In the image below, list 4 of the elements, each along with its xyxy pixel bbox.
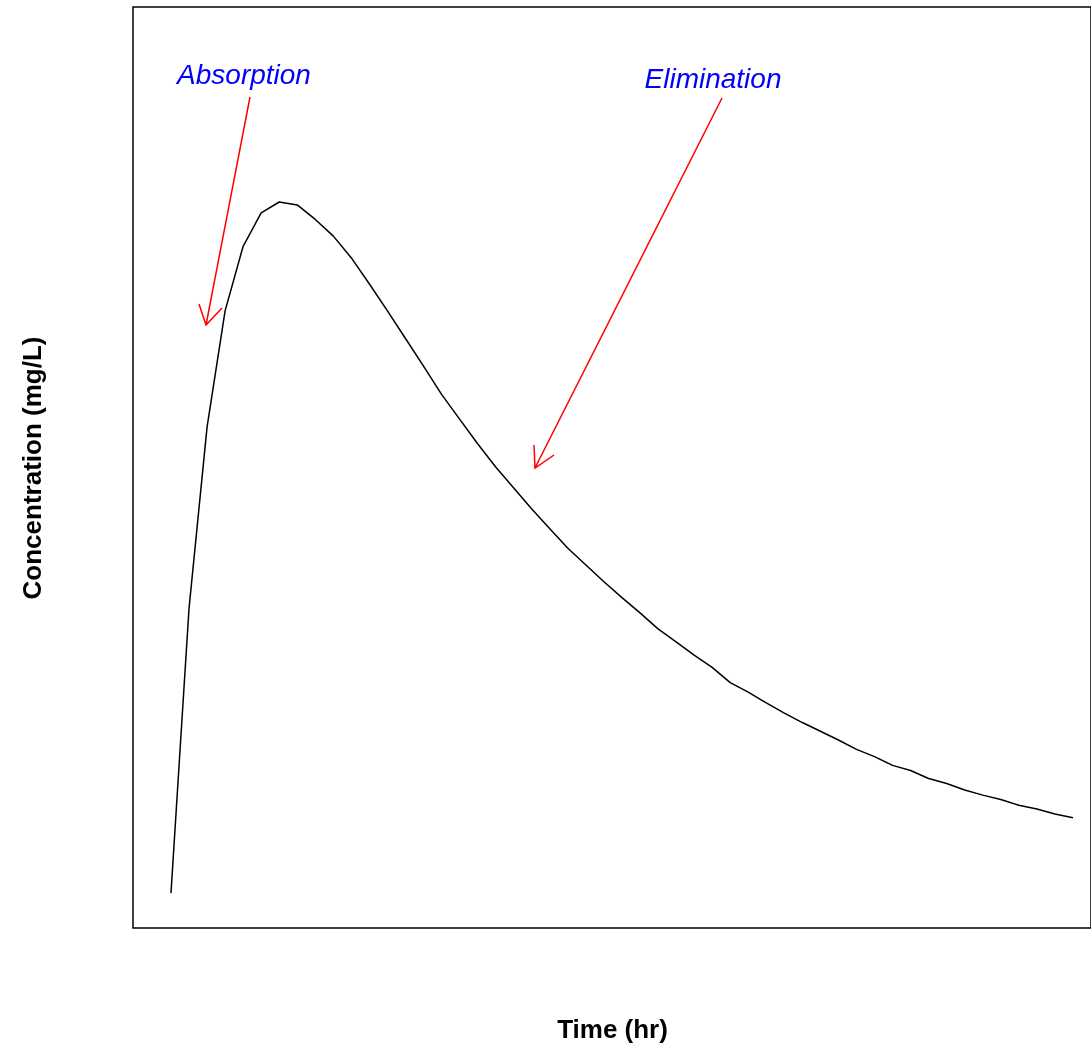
text: Elimination (644, 63, 782, 94)
y-axis-title: Concentration (mg/L) (16, 336, 47, 600)
text: Absorption (175, 59, 311, 90)
x-axis-title: Time (hr) (557, 1013, 668, 1044)
